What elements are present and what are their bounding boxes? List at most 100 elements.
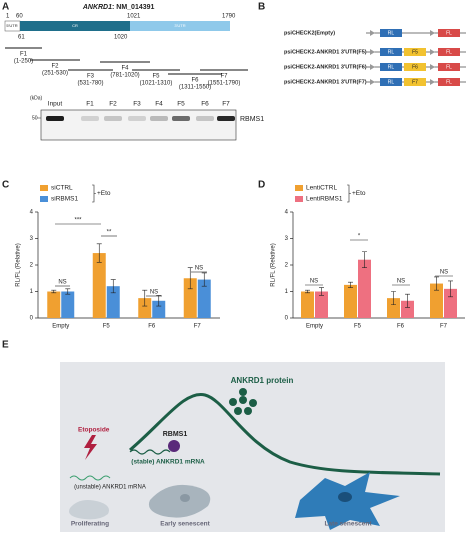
blot-band [172, 116, 190, 121]
legend-swatch [40, 185, 48, 191]
construct-label: psiCHECK2-ANKRD1 3'UTR(F5) [284, 49, 367, 55]
bar [315, 291, 328, 318]
bar [430, 283, 443, 318]
position: 1 [6, 14, 10, 20]
bar [47, 291, 61, 318]
lane-label: F7 [222, 101, 230, 108]
legend-brace [92, 184, 96, 203]
insert-label: F6 [412, 64, 418, 70]
insert-box [404, 63, 426, 71]
cell [148, 484, 211, 518]
blot-band [104, 116, 122, 121]
x-tick-label: Empty [52, 324, 69, 330]
lane-label: F6 [201, 101, 209, 108]
construct-label: psiCHECK2(Empty) [284, 30, 335, 36]
construct-label: psiCHECK2-ANKRD1 3'UTR(F6) [284, 64, 367, 70]
fl-label: FL [446, 64, 452, 70]
panel-label: B [258, 2, 265, 13]
fragment-range: (1311-1550) [179, 85, 211, 91]
position: 60 [16, 14, 23, 20]
error-bar [362, 251, 367, 268]
blot-marker: 50 [32, 115, 38, 121]
lane-label: F1 [86, 101, 94, 108]
position: 1020 [114, 35, 128, 41]
sig-label: * [358, 234, 361, 240]
sig-label: NS [58, 280, 66, 286]
panel-label: C [2, 180, 9, 191]
y-tick-label: 3 [285, 236, 289, 242]
bar [138, 298, 152, 318]
x-tick-label: Empty [306, 324, 323, 330]
sig-label: NS [397, 279, 405, 285]
legend-label: LentiCTRL [306, 185, 337, 192]
insert-label: F7 [412, 79, 418, 85]
legend-brace [347, 184, 351, 203]
protein-dots [229, 388, 257, 415]
fl-box [438, 63, 460, 71]
treatment-label: +Eto [352, 190, 366, 197]
legend-swatch [295, 185, 303, 191]
y-tick-label: 0 [30, 316, 34, 322]
rl-box [380, 78, 402, 86]
y-tick-label: 1 [30, 289, 34, 295]
fragment-name: F6 [191, 78, 199, 84]
fragment-range: (531-780) [77, 81, 103, 87]
sig-label: *** [74, 218, 82, 224]
x-tick-label: F6 [148, 324, 156, 330]
stage-label: Early senescent [160, 521, 210, 528]
lane-label: Input [48, 101, 63, 108]
bar [61, 291, 75, 318]
error-bar [319, 287, 324, 296]
position: 1021 [127, 14, 141, 20]
bar [197, 279, 211, 318]
bar [301, 291, 314, 318]
error-bar [110, 279, 116, 294]
blot-band [196, 116, 214, 121]
fragments: F1(1-250) F2(251-530) F3(531-780) F4(781-10… [5, 47, 248, 91]
y-tick-label: 2 [285, 263, 289, 269]
region: 5'UTR [6, 23, 17, 28]
rl-label: RL [388, 79, 395, 85]
unstable-mrna [69, 475, 111, 481]
fragment-range: (1-250) [14, 59, 33, 65]
y-tick-label: 4 [30, 210, 34, 216]
utr3-box [130, 21, 230, 31]
schematic-bg [60, 362, 445, 532]
stage-label: Late senescent [325, 521, 373, 528]
protein-curve [129, 392, 441, 476]
panel-label: E [2, 340, 9, 351]
position: 1790 [222, 14, 236, 20]
rl-label: RL [388, 30, 395, 36]
lane-label: F5 [177, 101, 185, 108]
blot-band [128, 116, 146, 121]
error-bar [156, 295, 162, 307]
fl-box [438, 48, 460, 56]
lanes: Input F1 F2 F3 F4 F5 F6 F7 [46, 101, 235, 121]
error-bar [187, 267, 193, 290]
stage-label: Proliferating [71, 521, 109, 528]
error-bar [405, 293, 410, 308]
legend-label: siCTRL [51, 185, 73, 192]
blot-unit: (kDa) [30, 95, 43, 101]
blot [40, 109, 237, 141]
bar [106, 286, 120, 318]
lightning [84, 435, 97, 460]
region: CR [72, 23, 78, 28]
bar [444, 288, 457, 318]
lane-label: F2 [109, 101, 117, 108]
panel-label: A [2, 2, 9, 13]
charts: RL/FL (Relative) 0 1 2 3 4 Empty F5 F6 F7 siCTRL si… [16, 184, 465, 330]
error-bar [448, 280, 453, 298]
fragment-name: F1 [20, 52, 28, 58]
protein-label: ANKRD1 protein [231, 376, 294, 385]
blot-band [81, 116, 99, 121]
bar [344, 284, 357, 318]
construct-label: psiCHECK2-ANKRD1 3'UTR(F7) [284, 79, 367, 85]
rl-box [380, 48, 402, 56]
rl-label: RL [388, 49, 395, 55]
x-tick-label: F6 [397, 324, 405, 330]
bar [387, 298, 400, 318]
accession: : NM_014391 [112, 4, 155, 11]
bar [183, 278, 197, 318]
